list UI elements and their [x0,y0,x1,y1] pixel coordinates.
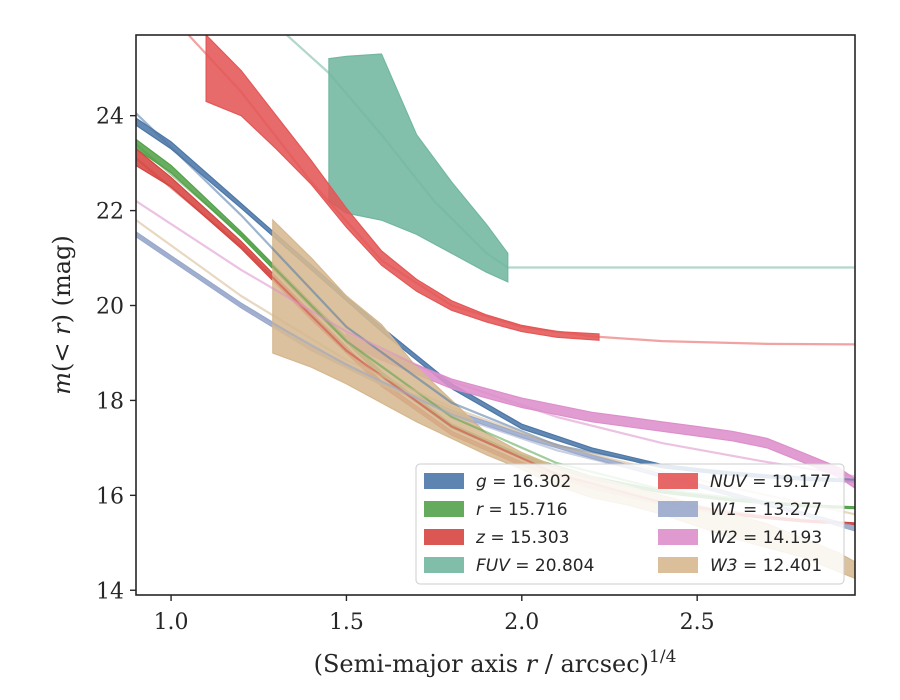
y-tick-label: 14 [96,579,124,604]
x-tick-label: 2.0 [504,610,539,635]
model-line-w2 [136,200,855,478]
legend-swatch-g [424,473,464,489]
legend: g = 16.302 r = 15.716 z = 15.303 FUV = 20.8… [415,463,845,585]
model-line-nuv [187,35,855,346]
legend-label-w3: W3 = 12.401 [710,556,822,576]
x-tick-label: 2.5 [680,610,715,635]
legend-label-w1: W1 = 13.277 [710,500,822,520]
axis-ticks: 1.0 1.5 2.0 2.5 14 16 18 20 22 24 [96,105,715,635]
legend-label-nuv: NUV = 19.177 [710,472,831,492]
legend-swatch-w3 [658,557,698,573]
y-tick-label: 18 [96,389,124,414]
x-axis-title: (Semi-major axis r / arcsec)1/4 [314,647,677,678]
legend-swatch-w1 [658,501,698,517]
x-tick-label: 1.5 [329,610,364,635]
legend-swatch-r [424,501,464,517]
model-line-fuv [286,35,855,269]
legend-label-g: g = 16.302 [476,472,571,492]
legend-swatch-w2 [658,529,698,545]
y-tick-label: 22 [96,200,124,225]
y-axis-title: m(< r) (mag) [48,235,76,395]
y-tick-label: 24 [96,105,124,130]
y-tick-label: 20 [96,295,124,320]
data-band-fuv [328,53,509,283]
data-band-nuv [205,35,600,341]
legend-label-r: r = 15.716 [476,500,568,520]
y-tick-label: 16 [96,484,124,509]
x-tick-label: 1.0 [154,610,189,635]
legend-swatch-z [424,529,464,545]
legend-label-z: z = 15.303 [475,528,569,548]
legend-swatch-nuv [658,473,698,489]
legend-swatch-fuv [424,557,464,573]
legend-label-fuv: FUV = 20.804 [476,556,594,576]
plot-frame [135,34,856,596]
legend-label-w2: W2 = 14.193 [710,528,822,548]
legend-box [415,463,845,585]
